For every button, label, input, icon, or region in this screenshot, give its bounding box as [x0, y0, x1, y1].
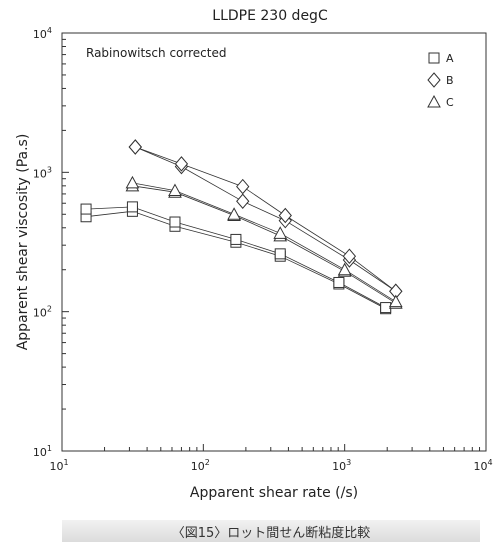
series-line — [86, 210, 386, 310]
series-line — [135, 146, 397, 292]
legend-label: C — [446, 96, 454, 109]
series-line — [86, 206, 386, 308]
data-point — [333, 276, 345, 288]
x-tick-label: 104 — [473, 458, 492, 473]
data-point — [169, 216, 181, 228]
data-point — [388, 294, 403, 308]
series-c — [125, 175, 403, 309]
figure-caption: 〈図15〉ロット間せん断粘度比較 — [62, 520, 480, 542]
y-tick-label: 103 — [33, 165, 52, 180]
data-point — [80, 203, 92, 215]
y-axis-label: Apparent shear viscosity (Pa.s) — [15, 134, 31, 351]
series-line — [132, 185, 397, 304]
axis-tick-labels: 101 102 103 104 101 102 103 104 — [33, 26, 493, 473]
series-layer — [80, 139, 403, 315]
y-tick-label: 101 — [33, 444, 52, 459]
plot-frame — [61, 32, 487, 452]
x-tick-label: 101 — [49, 458, 68, 473]
axis-ticks — [61, 38, 481, 452]
y-tick-label: 104 — [33, 26, 52, 41]
annotation-label: Rabinowitsch corrected — [86, 46, 226, 60]
data-point — [168, 183, 182, 197]
legend-marker — [427, 94, 441, 108]
data-point — [278, 207, 292, 224]
y-tick-label: 102 — [33, 305, 52, 320]
data-point — [227, 207, 241, 220]
legend-label: A — [446, 52, 454, 65]
legend-marker — [427, 72, 441, 88]
data-point — [342, 248, 357, 264]
data-point — [126, 201, 138, 213]
x-tick-label: 102 — [191, 458, 210, 473]
data-point — [236, 193, 250, 210]
data-point — [274, 248, 286, 260]
data-point — [174, 156, 189, 172]
data-point — [273, 226, 288, 239]
series-a — [80, 201, 392, 315]
legend-marker — [428, 52, 440, 64]
data-point — [230, 233, 242, 245]
x-tick-label: 103 — [332, 458, 351, 473]
series-line — [135, 146, 397, 292]
data-point — [128, 139, 142, 155]
x-axis-label: Apparent shear rate (/s) — [190, 485, 358, 501]
series-line — [132, 182, 397, 303]
series-b — [128, 139, 403, 300]
legend-label: B — [446, 74, 454, 87]
legend: ABC — [427, 52, 454, 109]
chart-title: LLDPE 230 degC — [212, 8, 328, 24]
data-point — [337, 262, 352, 276]
data-point — [236, 178, 250, 195]
data-point — [380, 302, 392, 314]
data-point — [125, 175, 140, 189]
